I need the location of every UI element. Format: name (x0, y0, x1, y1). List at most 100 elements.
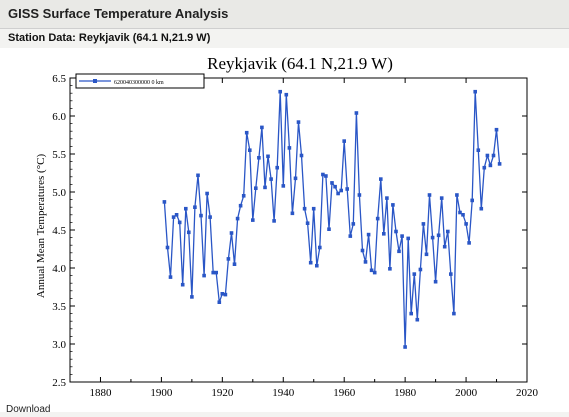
data-point (342, 139, 346, 143)
data-point (324, 174, 328, 178)
data-point (293, 176, 298, 181)
data-point (208, 215, 212, 219)
data-point (311, 206, 316, 211)
data-point (452, 311, 456, 316)
data-point (217, 300, 222, 304)
data-point (424, 252, 429, 257)
data-point (254, 186, 258, 190)
data-point (442, 244, 447, 249)
data-point (333, 184, 337, 189)
page-header: GISS Surface Temperature Analysis (0, 0, 569, 29)
data-point (369, 268, 374, 273)
data-point (473, 89, 477, 94)
data-point (485, 153, 490, 158)
data-point (494, 127, 499, 132)
data-point (278, 89, 282, 94)
data-point (205, 191, 209, 196)
data-point (251, 218, 255, 222)
data-point (366, 232, 371, 237)
data-point (363, 260, 368, 264)
data-point (244, 130, 249, 135)
data-point (315, 263, 319, 268)
y-tick-label: 3.5 (52, 301, 66, 313)
data-point (260, 125, 264, 130)
data-point (382, 232, 386, 236)
data-point (409, 311, 413, 316)
data-point (372, 270, 377, 275)
x-tick-label: 1940 (272, 387, 295, 399)
data-point (180, 282, 185, 287)
station-heading: Station Data: Reykjavik (64.1 N,21.9 W) (8, 32, 211, 44)
data-point (281, 184, 286, 188)
legend: 620040300000 0 km (75, 73, 205, 89)
data-point (290, 211, 295, 216)
data-point (479, 206, 484, 211)
data-point (491, 153, 496, 158)
legend-box (75, 73, 205, 89)
data-point (299, 153, 304, 158)
data-point (272, 219, 276, 223)
data-point (348, 234, 353, 238)
data-point (184, 206, 188, 211)
data-point (345, 187, 349, 191)
data-point (269, 177, 273, 181)
data-point (226, 257, 231, 261)
data-point (458, 210, 462, 215)
data-point (430, 235, 435, 240)
data-point (305, 221, 310, 225)
data-point (375, 216, 380, 221)
data-point (321, 172, 325, 177)
y-tick-label: 4.5 (52, 225, 66, 237)
data-point (339, 188, 343, 193)
data-point (196, 173, 200, 178)
data-point (391, 203, 395, 207)
data-point (211, 270, 215, 275)
data-point (174, 213, 179, 217)
data-point (464, 222, 468, 226)
chart-background (0, 48, 569, 412)
data-point (397, 249, 401, 254)
data-point (168, 275, 173, 279)
data-point (229, 231, 234, 235)
x-tick-label: 2020 (516, 387, 539, 399)
data-point (275, 165, 279, 170)
data-point (241, 194, 246, 198)
y-tick-label: 4.0 (52, 263, 66, 275)
data-point (394, 229, 398, 234)
y-axis-label: Annual Mean Temperatures (°C) (35, 154, 47, 299)
data-point (415, 317, 420, 322)
data-point (330, 181, 334, 185)
data-point (476, 148, 481, 152)
data-point (232, 262, 237, 266)
y-tick-label: 5.5 (52, 149, 66, 161)
data-point (433, 279, 438, 284)
data-point (284, 92, 289, 97)
x-tick-label: 1980 (394, 387, 417, 399)
data-point (385, 196, 389, 200)
data-point (202, 273, 206, 278)
page-title: GISS Surface Temperature Analysis (8, 6, 229, 21)
data-point (400, 234, 404, 238)
footer-label: Download (6, 404, 51, 415)
data-point (177, 220, 182, 225)
data-point (461, 213, 465, 217)
data-point (436, 233, 441, 238)
y-tick-label: 5.0 (52, 187, 66, 199)
x-tick-label: 2000 (455, 387, 478, 399)
data-point (199, 213, 203, 218)
data-point (327, 227, 331, 231)
data-point (257, 156, 261, 160)
data-point (360, 248, 365, 253)
y-tick-label: 3.0 (52, 339, 66, 351)
data-point (351, 222, 356, 226)
x-tick-label: 1960 (333, 387, 356, 399)
x-tick-label: 1880 (89, 387, 112, 399)
chart-title: Reykjavik (64.1 N,21.9 W) (207, 54, 393, 73)
data-point (220, 292, 225, 296)
legend-marker (93, 79, 97, 83)
data-point (403, 345, 407, 349)
data-point (354, 111, 359, 115)
data-point (418, 267, 423, 272)
data-point (162, 200, 167, 204)
data-point (388, 267, 392, 271)
